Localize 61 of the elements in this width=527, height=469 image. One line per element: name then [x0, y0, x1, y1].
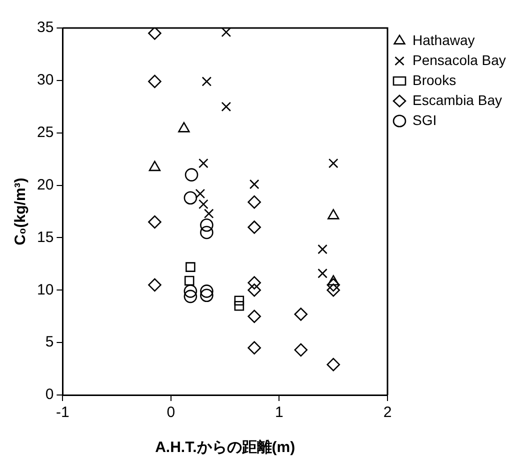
- point: [184, 290, 198, 304]
- point: [148, 215, 162, 229]
- point: [328, 275, 340, 286]
- point: [221, 102, 232, 112]
- point: [326, 278, 340, 292]
- point: [186, 262, 196, 272]
- point: [234, 296, 244, 306]
- y-axis-title: C₀(kg/m³): [12, 178, 30, 246]
- point: [318, 268, 328, 278]
- point: [248, 195, 261, 209]
- point: [248, 276, 261, 290]
- point: [148, 74, 162, 88]
- point: [148, 278, 162, 292]
- legend-label: Escambia Bay: [412, 92, 502, 108]
- y-tick-label: 15: [36, 228, 54, 246]
- legend-label: Hathaway: [412, 32, 475, 48]
- point: [195, 188, 206, 199]
- y-tick-label: 25: [36, 124, 54, 141]
- y-tick-label: 5: [45, 334, 54, 351]
- point: [248, 341, 261, 354]
- point: [204, 208, 214, 218]
- point: [328, 158, 338, 168]
- point: [202, 76, 212, 86]
- point: [184, 191, 198, 205]
- point: [248, 310, 261, 324]
- y-tick-label: 35: [36, 19, 54, 36]
- point: [200, 288, 214, 302]
- legend-label: SGI: [412, 112, 437, 128]
- legend-label: Brooks: [412, 72, 456, 88]
- point: [318, 244, 328, 254]
- point: [198, 199, 208, 210]
- point: [294, 343, 308, 357]
- point: [294, 308, 308, 321]
- point: [200, 226, 214, 240]
- x-tick-label: -1: [56, 404, 70, 422]
- point: [198, 158, 208, 168]
- y-tick-label: 20: [36, 176, 54, 194]
- point: [326, 283, 340, 297]
- x-tick-label: 2: [383, 404, 392, 422]
- point: [248, 283, 261, 297]
- point: [148, 28, 162, 40]
- point: [148, 160, 161, 172]
- x-tick-label: 1: [275, 404, 284, 422]
- point: [178, 122, 190, 132]
- point: [200, 284, 214, 298]
- point: [184, 284, 198, 298]
- point: [326, 358, 340, 372]
- x-axis-title: A.H.T.からの距離(m): [155, 439, 296, 456]
- legend-label: Pensacola Bay: [412, 52, 506, 68]
- y-tick-label: 30: [36, 72, 54, 89]
- point: [221, 28, 232, 38]
- point: [200, 218, 214, 232]
- x-tick-label: 0: [166, 404, 176, 422]
- point: [249, 179, 260, 190]
- point: [184, 276, 194, 286]
- y-tick-label: 0: [45, 386, 54, 404]
- point: [328, 209, 340, 220]
- point: [184, 168, 198, 182]
- y-tick-label: 10: [36, 281, 54, 298]
- point: [234, 300, 244, 311]
- point: [248, 220, 261, 234]
